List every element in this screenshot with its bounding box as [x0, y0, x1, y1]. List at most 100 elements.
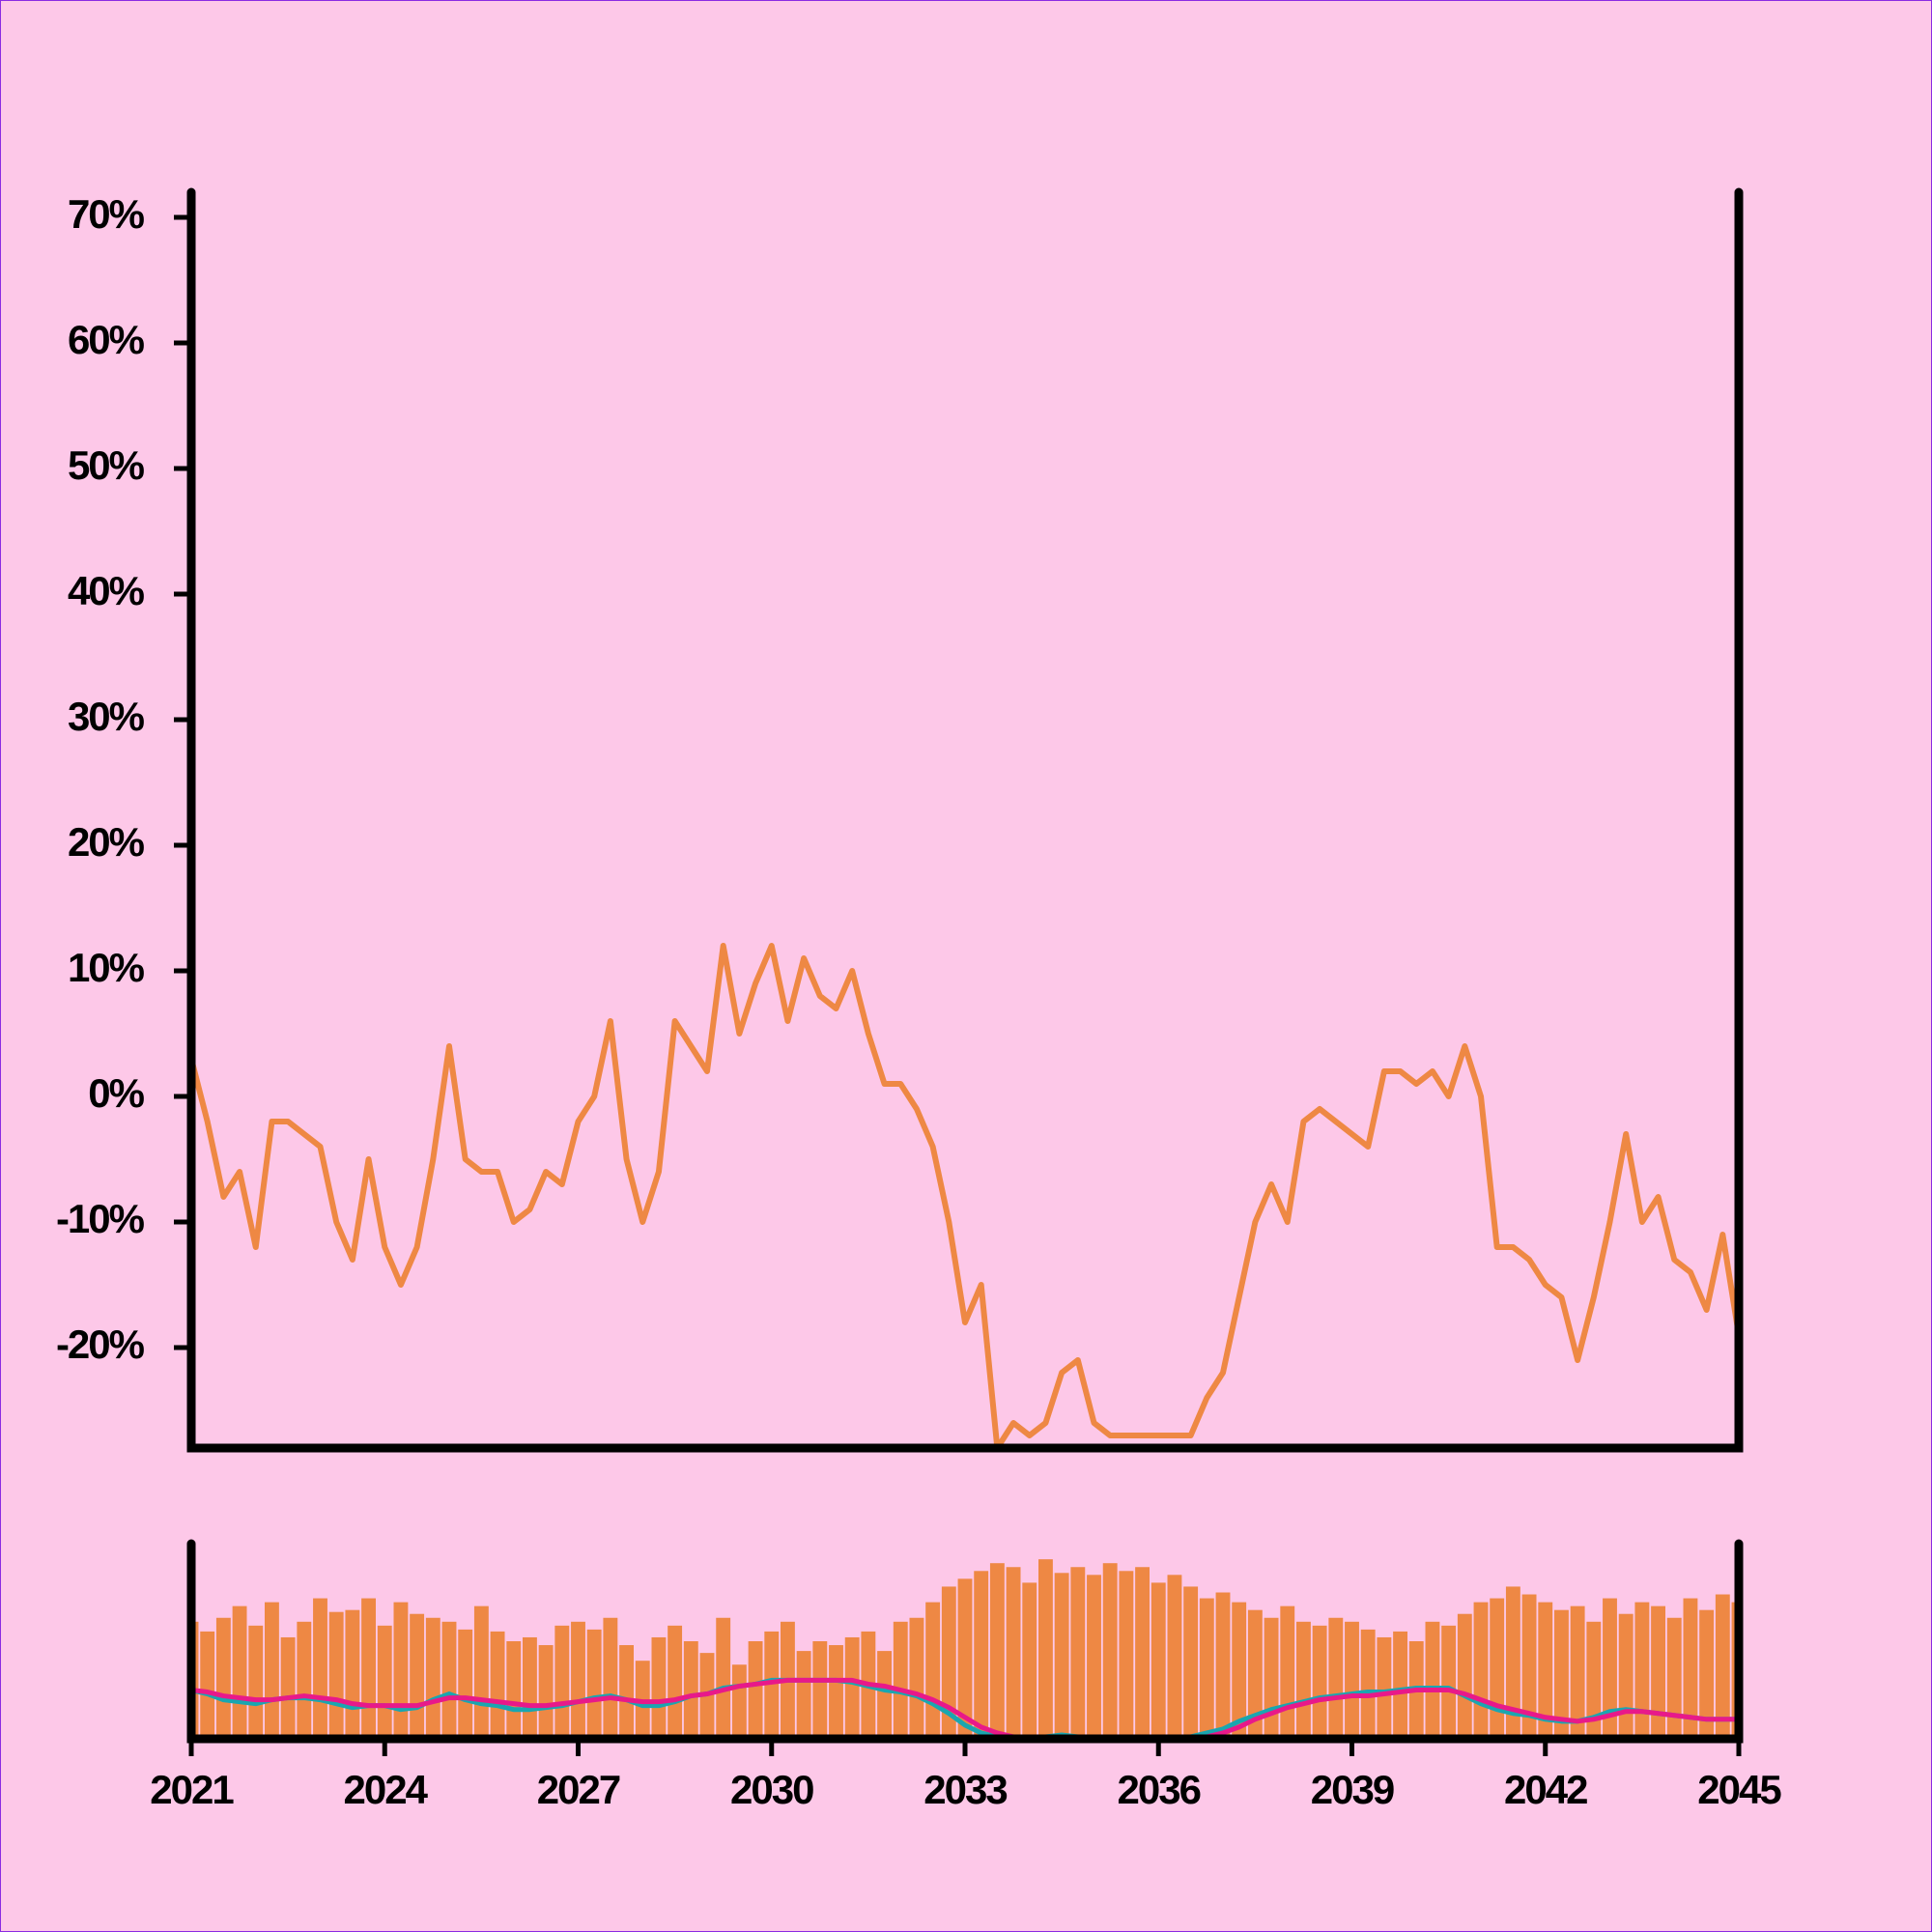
y-tick-label: 0% [88, 1070, 144, 1116]
y-tick-label: 40% [68, 568, 145, 613]
volume-bar [1280, 1605, 1295, 1739]
volume-bar [248, 1625, 264, 1739]
volume-bar [506, 1641, 522, 1739]
volume-bar [361, 1598, 376, 1739]
volume-bar [1618, 1613, 1634, 1739]
volume-bar [844, 1636, 860, 1739]
main-axes [186, 187, 1744, 1453]
volume-bar [974, 1571, 989, 1739]
volume-bar [957, 1578, 973, 1739]
volume-bar [425, 1617, 440, 1739]
volume-bar [297, 1621, 312, 1739]
volume-bar [748, 1641, 763, 1739]
x-tick-label: 2027 [537, 1767, 620, 1812]
volume-bar [393, 1602, 409, 1739]
volume-bar [619, 1645, 634, 1739]
volume-bar [1441, 1625, 1457, 1739]
volume-bar [345, 1609, 360, 1739]
volume-bar [313, 1598, 327, 1739]
volume-bar [1070, 1567, 1086, 1739]
volume-bar [1135, 1567, 1150, 1739]
volume-bar [1699, 1609, 1715, 1739]
x-tick-label: 2030 [730, 1767, 813, 1812]
volume-bar [796, 1651, 811, 1739]
volume-bar [1038, 1559, 1053, 1739]
volume-bar [1247, 1609, 1263, 1739]
volume-bar [1377, 1636, 1392, 1739]
volume-bar [1215, 1592, 1231, 1739]
volume-bar [668, 1625, 683, 1739]
volume-bar [1232, 1602, 1247, 1739]
series-line [191, 1677, 1739, 1739]
volume-bar [731, 1664, 747, 1739]
volume-bar [941, 1586, 956, 1739]
volume-bar [458, 1629, 473, 1739]
volume-bar [603, 1617, 618, 1739]
y-tick-label: 20% [68, 819, 145, 865]
volume-bar [232, 1605, 247, 1739]
volume-bar [1634, 1602, 1650, 1739]
volume-bar [1312, 1625, 1327, 1739]
volume-bar [200, 1631, 215, 1739]
volume-bar [1393, 1631, 1407, 1739]
volume-bar [377, 1625, 392, 1739]
volume-bar [1264, 1617, 1279, 1739]
volume-bar [683, 1641, 698, 1739]
volume-bar [1345, 1621, 1359, 1739]
x-tick-label: 2024 [344, 1767, 429, 1812]
volume-bar [1683, 1598, 1698, 1739]
volume-bar [1473, 1602, 1489, 1739]
volume-bar [1490, 1598, 1505, 1739]
volume-bar [1199, 1598, 1214, 1739]
volume-bar [586, 1629, 602, 1739]
volume-bar [1521, 1594, 1537, 1739]
volume-bar [1715, 1594, 1730, 1739]
volume-bar [554, 1625, 570, 1739]
volume-bar [1328, 1617, 1344, 1739]
volume-bar [1119, 1571, 1134, 1739]
y-tick-label: 50% [68, 442, 145, 488]
volume-bar [538, 1645, 554, 1739]
y-tick-label: 30% [68, 694, 145, 739]
volume-bar [441, 1621, 457, 1739]
volume-bar [1054, 1573, 1069, 1739]
main-plot [191, 943, 1739, 1448]
volume-bar [1457, 1613, 1472, 1739]
y-tick-label: 60% [68, 317, 145, 362]
y-tick-label: -10% [56, 1196, 145, 1241]
volume-bar [1006, 1567, 1021, 1739]
volume-bar [893, 1621, 908, 1739]
volume-bar [716, 1617, 731, 1739]
volume-bar [764, 1631, 780, 1739]
volume-bar [909, 1617, 924, 1739]
volume-bar [1296, 1621, 1311, 1739]
volume-bar [265, 1602, 279, 1739]
volume-bar [925, 1602, 941, 1739]
volume-bar [328, 1611, 344, 1739]
volume-bar [1087, 1575, 1101, 1739]
volume-bar [1360, 1629, 1376, 1739]
x-tick-label: 2039 [1311, 1767, 1394, 1812]
volume-bar [989, 1563, 1005, 1739]
volume-bar [1603, 1598, 1617, 1739]
volume-bar [1505, 1586, 1520, 1739]
volume-bar [1022, 1582, 1037, 1739]
x-tick-label: 2045 [1697, 1767, 1781, 1812]
volume-bar [1538, 1602, 1553, 1739]
series-line [191, 943, 1739, 1448]
volume-bar [877, 1651, 892, 1739]
volume-bar [1151, 1582, 1166, 1739]
volume-bar [1554, 1609, 1569, 1739]
volume-bar [1586, 1621, 1602, 1739]
volume-bar [1666, 1617, 1682, 1739]
volume-bar [490, 1631, 505, 1739]
x-tick-label: 2021 [150, 1767, 234, 1812]
x-tick-label: 2033 [923, 1767, 1007, 1812]
volume-bar [1570, 1605, 1585, 1739]
volume-bar [523, 1636, 537, 1739]
volume-bar [280, 1636, 296, 1739]
volume-bar [812, 1641, 828, 1739]
x-tick-label: 2042 [1504, 1767, 1587, 1812]
volume-bar [410, 1613, 425, 1739]
